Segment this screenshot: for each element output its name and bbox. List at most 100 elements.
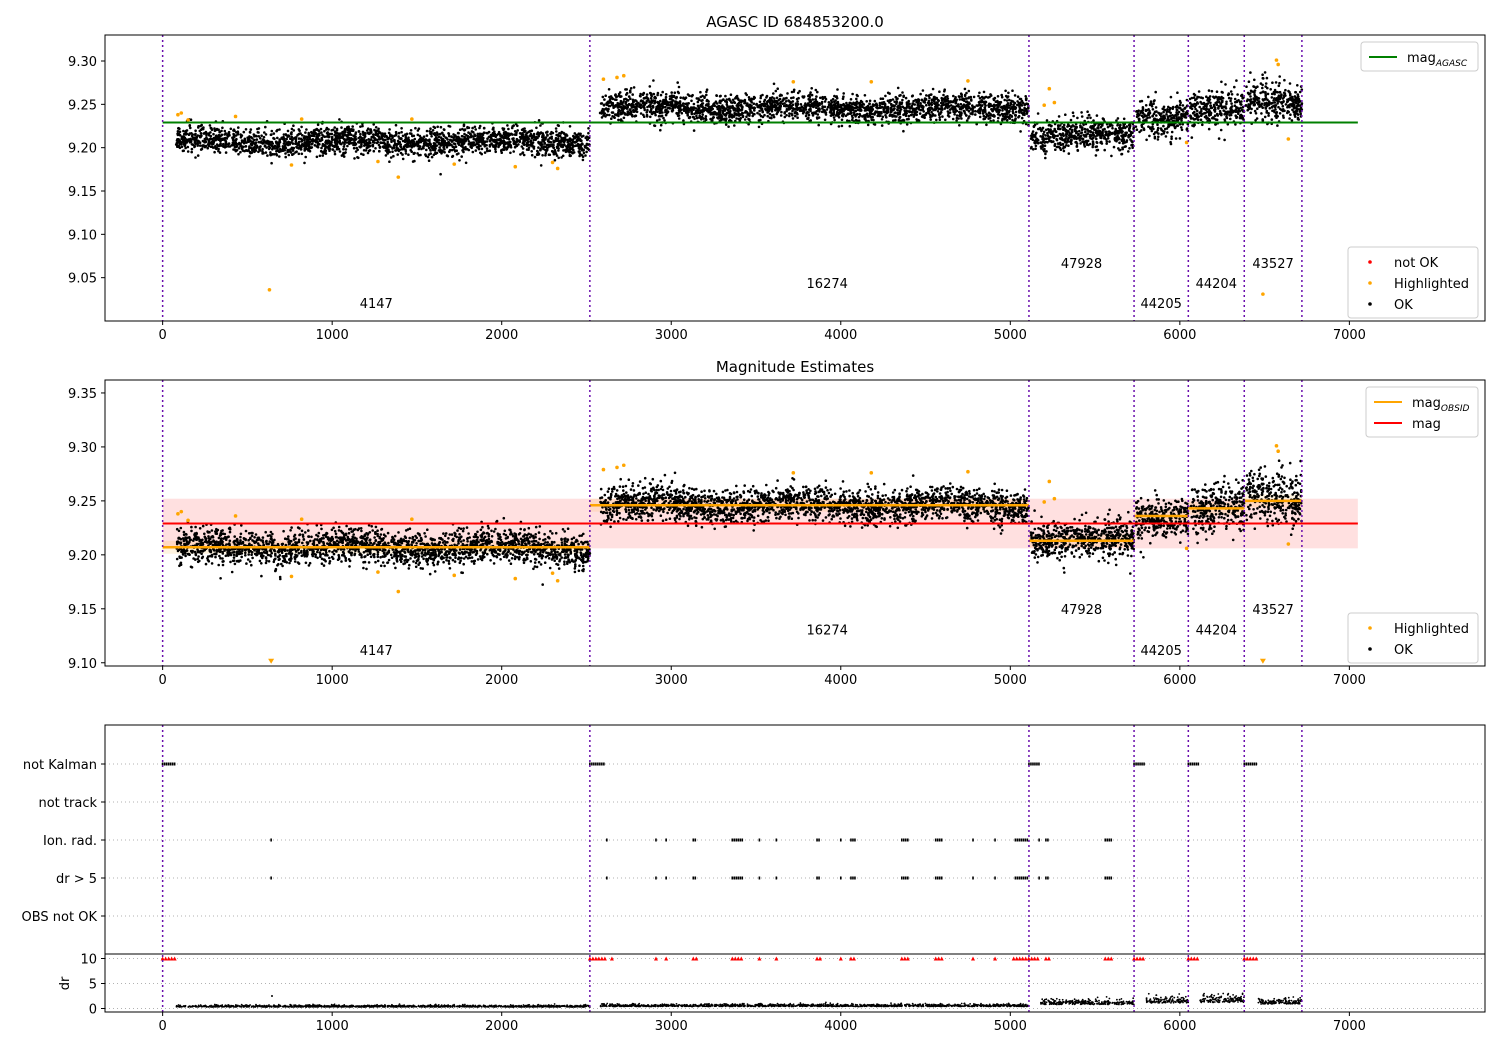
panel1-ok-point bbox=[959, 102, 963, 106]
panel1-ok-point bbox=[542, 139, 545, 143]
panel1-ok-point bbox=[525, 131, 529, 135]
panel1-ok-point bbox=[312, 131, 316, 134]
panel1-ok-point bbox=[431, 129, 435, 132]
panel1-ok-point bbox=[1025, 112, 1029, 115]
panel1-ok-point bbox=[825, 108, 829, 111]
panel1-ok-point bbox=[920, 98, 924, 102]
panel1-ok-point bbox=[745, 115, 748, 118]
panel1-ok-point bbox=[947, 115, 951, 118]
panel1-ok-point bbox=[714, 112, 718, 115]
panel1-ok-point bbox=[607, 88, 611, 91]
panel1-ok-point bbox=[439, 172, 442, 176]
panel1-ok-point bbox=[690, 94, 694, 98]
panel1-ok-point bbox=[181, 149, 185, 153]
panel1-ok-point bbox=[717, 116, 721, 119]
panel1-ok-point bbox=[1045, 150, 1048, 153]
panel1-ok-point bbox=[1122, 138, 1126, 142]
panel1-ok-point bbox=[875, 102, 878, 105]
panel1-ok-point bbox=[275, 149, 278, 153]
panel1-ok-point bbox=[1104, 133, 1107, 137]
panel1-ok-point bbox=[397, 131, 401, 135]
panel1-ok-point bbox=[1020, 104, 1024, 107]
panel1-ok-point bbox=[624, 100, 628, 104]
panel1-ok-point bbox=[709, 117, 712, 121]
panel1-ok-point bbox=[492, 128, 495, 131]
panel1-ok-point bbox=[507, 127, 510, 131]
panel1-ok-point bbox=[557, 149, 560, 152]
panel1-ok-point bbox=[688, 115, 692, 119]
panel1-ok-point bbox=[901, 91, 904, 94]
panel1-ok-point bbox=[1080, 128, 1084, 131]
panel1-ok-point bbox=[1013, 105, 1017, 109]
panel1-ok-point bbox=[733, 124, 736, 127]
panel1-ok-point bbox=[1008, 109, 1011, 113]
panel1-ok-point bbox=[362, 153, 365, 156]
panel1-ok-point bbox=[604, 94, 607, 97]
panel1-ok-point bbox=[188, 141, 192, 144]
panel1-ok-point bbox=[324, 151, 327, 155]
panel1-ok-point bbox=[378, 146, 382, 149]
panel1-ok-point bbox=[655, 119, 659, 122]
panel1-ok-point bbox=[485, 147, 489, 150]
panel1-ok-point bbox=[648, 85, 652, 88]
panel1-ok-point bbox=[1116, 117, 1120, 120]
panel1-ok-point bbox=[320, 131, 323, 134]
panel1-ok-point bbox=[936, 101, 939, 104]
panel1-ok-point bbox=[666, 103, 669, 107]
panel1-ok-point bbox=[1048, 123, 1052, 127]
panel1-ok-point bbox=[386, 137, 390, 140]
panel1-ok-point bbox=[1005, 111, 1009, 115]
panel1-ok-point bbox=[1092, 119, 1095, 122]
panel1-ok-point bbox=[1004, 115, 1007, 118]
panel1-ok-point bbox=[804, 114, 808, 118]
panel1-ok-point bbox=[491, 144, 495, 147]
panel1-ok-point bbox=[462, 148, 465, 151]
panel1-ok-point bbox=[779, 114, 783, 117]
panel1-ok-point bbox=[555, 146, 559, 150]
panel1-ok-point bbox=[778, 101, 782, 105]
panel1-ok-point bbox=[694, 111, 697, 115]
panel1-ok-point bbox=[820, 110, 824, 114]
panel1-ok-point bbox=[656, 110, 659, 113]
panel1-ok-point bbox=[289, 132, 293, 135]
panel1-ok-point bbox=[819, 96, 822, 100]
panel1-ok-point bbox=[1023, 103, 1026, 106]
panel1-ok-point bbox=[203, 132, 206, 135]
panel1-ok-point bbox=[1020, 116, 1024, 120]
panel1-ok-point bbox=[269, 153, 273, 157]
panel1-ok-point bbox=[1081, 137, 1085, 141]
panel1-ok-point bbox=[1016, 95, 1020, 98]
panel1-ok-point bbox=[842, 92, 845, 95]
panel1-ok-point bbox=[983, 117, 987, 120]
panel1-ok-point bbox=[1093, 128, 1096, 132]
panel1-ok-point bbox=[555, 154, 559, 157]
panel1-ok-point bbox=[320, 146, 323, 150]
panel1-ok-point bbox=[953, 105, 957, 109]
panel1-ok-point bbox=[263, 131, 266, 134]
panel1-ok-point bbox=[720, 105, 724, 109]
panel1-ok-point bbox=[651, 106, 655, 109]
panel1-ok-point bbox=[292, 137, 296, 140]
panel1-ok-point bbox=[452, 136, 455, 139]
panel1-ok-point bbox=[422, 146, 425, 150]
panel1-ok-point bbox=[578, 145, 581, 149]
panel1-ok-point bbox=[929, 115, 932, 119]
panel1-ok-point bbox=[237, 147, 241, 150]
panel1-ok-point bbox=[1024, 109, 1028, 112]
panel1-ok-point bbox=[865, 100, 868, 103]
panel1-ok-point bbox=[776, 111, 779, 114]
panel1-ok-point bbox=[827, 101, 831, 104]
panel1-ok-point bbox=[928, 96, 931, 100]
panel1-ok-point bbox=[478, 126, 481, 130]
panel1-ok-point bbox=[996, 99, 999, 103]
panel1-ok-point bbox=[283, 144, 287, 148]
panel1-ok-point bbox=[277, 142, 281, 146]
panel1-ok-point bbox=[1082, 133, 1085, 137]
panel1-ok-point bbox=[440, 138, 444, 141]
panel1-ok-point bbox=[307, 133, 311, 136]
panel1-ok-point bbox=[786, 92, 789, 95]
panel1-ok-point bbox=[603, 98, 606, 101]
panel1-ok-point bbox=[471, 150, 475, 154]
panel1-ok-point bbox=[771, 100, 775, 103]
panel1-ok-point bbox=[1008, 98, 1011, 102]
